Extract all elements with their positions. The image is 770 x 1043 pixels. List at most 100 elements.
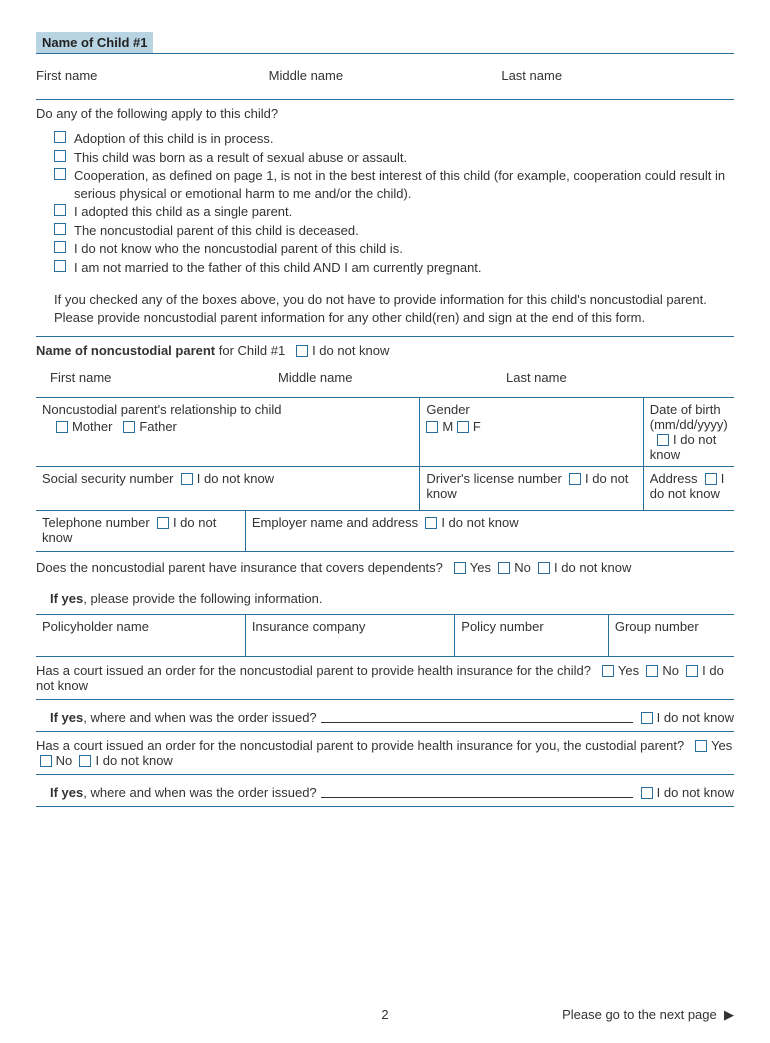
checkbox-ins-dk[interactable]	[538, 562, 550, 574]
mother-label: Mother	[72, 419, 112, 434]
page-footer: 2 Please go to the next page ▶	[0, 827, 770, 1043]
first-name-label: First name	[36, 68, 269, 83]
checkbox-c1-sub-dk[interactable]	[641, 712, 653, 724]
opt-abuse: This child was born as a result of sexua…	[74, 149, 407, 167]
checkbox-pregnant[interactable]	[54, 260, 66, 272]
f-label: F	[473, 419, 481, 434]
dl-label: Driver's license number	[426, 471, 561, 486]
checkbox-c1-yes[interactable]	[602, 665, 614, 677]
address-label: Address	[650, 471, 698, 486]
ncp-details-grid2: Telephone number I do not know Employer …	[36, 511, 734, 552]
checkbox-single[interactable]	[54, 204, 66, 216]
col-policynum: Policy number	[455, 614, 609, 656]
c1-yes: Yes	[618, 663, 639, 678]
c2-no: No	[56, 753, 73, 768]
cell-dob: Date of birth (mm/dd/yyyy) I do not know	[643, 398, 734, 467]
checkbox-c1-dk[interactable]	[686, 665, 698, 677]
gender-label: Gender	[426, 402, 469, 417]
checkbox-unknown[interactable]	[54, 241, 66, 253]
insurance-ifyes: If yes, please provide the following inf…	[36, 583, 734, 614]
checkbox-mother[interactable]	[56, 421, 68, 433]
ncp-first-label: First name	[50, 370, 278, 385]
middle-name-label: Middle name	[269, 68, 502, 83]
checkbox-employer-unknown[interactable]	[425, 517, 437, 529]
insurance-table: Policyholder name Insurance company Poli…	[36, 614, 734, 657]
checkbox-ins-yes[interactable]	[454, 562, 466, 574]
ncp-title-bold: Name of noncustodial parent	[36, 343, 215, 358]
checkbox-c2-yes[interactable]	[695, 740, 707, 752]
c1-fill-line[interactable]	[321, 722, 633, 723]
c1-sub-dk: I do not know	[657, 710, 734, 725]
col-company: Insurance company	[245, 614, 454, 656]
checkbox-father[interactable]	[123, 421, 135, 433]
c2-sub-dk: I do not know	[657, 785, 734, 800]
ins-no: No	[514, 560, 531, 575]
c2-ifyes-bold: If yes	[50, 785, 83, 800]
ncp-title-rest: for Child #1	[215, 343, 285, 358]
c2-yes: Yes	[711, 738, 732, 753]
opt-deceased: The noncustodial parent of this child is…	[74, 222, 359, 240]
opt-pregnant: I am not married to the father of this c…	[74, 259, 482, 277]
arrow-icon: ▶	[724, 1007, 734, 1022]
court1-row: Has a court issued an order for the nonc…	[36, 657, 734, 700]
page-number: 2	[381, 1007, 388, 1022]
checkbox-deceased[interactable]	[54, 223, 66, 235]
ncp-middle-label: Middle name	[278, 370, 506, 385]
checkbox-adoption[interactable]	[54, 131, 66, 143]
apply-question: Do any of the following apply to this ch…	[36, 100, 734, 125]
c1-no: No	[662, 663, 679, 678]
cell-address: Address I do not know	[643, 467, 734, 511]
ins-dk: I do not know	[554, 560, 631, 575]
court2-sub: If yes, where and when was the order iss…	[36, 775, 734, 807]
ncp-relationship-label: Noncustodial parent's relationship to ch…	[42, 402, 282, 417]
ins-yes: Yes	[470, 560, 491, 575]
checkbox-dob-unknown[interactable]	[657, 434, 669, 446]
c2-ifyes-rest: , where and when was the order issued?	[83, 785, 316, 800]
checkbox-ncp-name-unknown[interactable]	[296, 345, 308, 357]
ncp-last-label: Last name	[506, 370, 734, 385]
checkbox-address-unknown[interactable]	[705, 473, 717, 485]
checkbox-c2-sub-dk[interactable]	[641, 787, 653, 799]
phone-label: Telephone number	[42, 515, 150, 530]
cell-ssn: Social security number I do not know	[36, 467, 420, 511]
c1-ifyes-rest: , where and when was the order issued?	[83, 710, 316, 725]
ncp-header: Name of noncustodial parent for Child #1…	[36, 336, 734, 362]
checkbox-ssn-unknown[interactable]	[181, 473, 193, 485]
insurance-question-row: Does the noncustodial parent have insura…	[36, 552, 734, 583]
child-name-row: First name Middle name Last name	[36, 64, 734, 100]
last-name-label: Last name	[501, 68, 734, 83]
employer-label: Employer name and address	[252, 515, 418, 530]
ncp-name-row: First name Middle name Last name	[36, 362, 734, 397]
checkbox-abuse[interactable]	[54, 150, 66, 162]
cell-dl: Driver's license number I do not know	[420, 467, 643, 511]
note-text: If you checked any of the boxes above, y…	[36, 285, 734, 336]
c2-fill-line[interactable]	[321, 797, 633, 798]
checkbox-c2-dk[interactable]	[79, 755, 91, 767]
opt-adoption: Adoption of this child is in process.	[74, 130, 273, 148]
father-label: Father	[139, 419, 177, 434]
cell-gender: Gender M F	[420, 398, 643, 467]
opt-single: I adopted this child as a single parent.	[74, 203, 292, 221]
m-label: M	[442, 419, 453, 434]
checkbox-m[interactable]	[426, 421, 438, 433]
checkbox-c1-no[interactable]	[646, 665, 658, 677]
dob-label: Date of birth (mm/dd/yyyy)	[650, 402, 728, 432]
checkbox-ins-no[interactable]	[498, 562, 510, 574]
employer-dontknow: I do not know	[441, 515, 518, 530]
court2-row: Has a court issued an order for the nonc…	[36, 732, 734, 775]
ncp-details-grid: Noncustodial parent's relationship to ch…	[36, 397, 734, 511]
court1-sub: If yes, where and when was the order iss…	[36, 700, 734, 732]
cell-relationship: Noncustodial parent's relationship to ch…	[36, 398, 420, 467]
checkbox-dl-unknown[interactable]	[569, 473, 581, 485]
court2-q: Has a court issued an order for the nonc…	[36, 738, 684, 753]
checkbox-f[interactable]	[457, 421, 469, 433]
opt-cooperation: Cooperation, as defined on page 1, is no…	[74, 167, 734, 202]
next-page-text: Please go to the next page	[562, 1007, 717, 1022]
checkbox-cooperation[interactable]	[54, 168, 66, 180]
opt-unknown: I do not know who the noncustodial paren…	[74, 240, 403, 258]
section-title: Name of Child #1	[36, 32, 153, 53]
checkbox-c2-no[interactable]	[40, 755, 52, 767]
cell-phone: Telephone number I do not know	[36, 511, 245, 551]
checkbox-phone-unknown[interactable]	[157, 517, 169, 529]
apply-options: Adoption of this child is in process. Th…	[36, 125, 734, 285]
